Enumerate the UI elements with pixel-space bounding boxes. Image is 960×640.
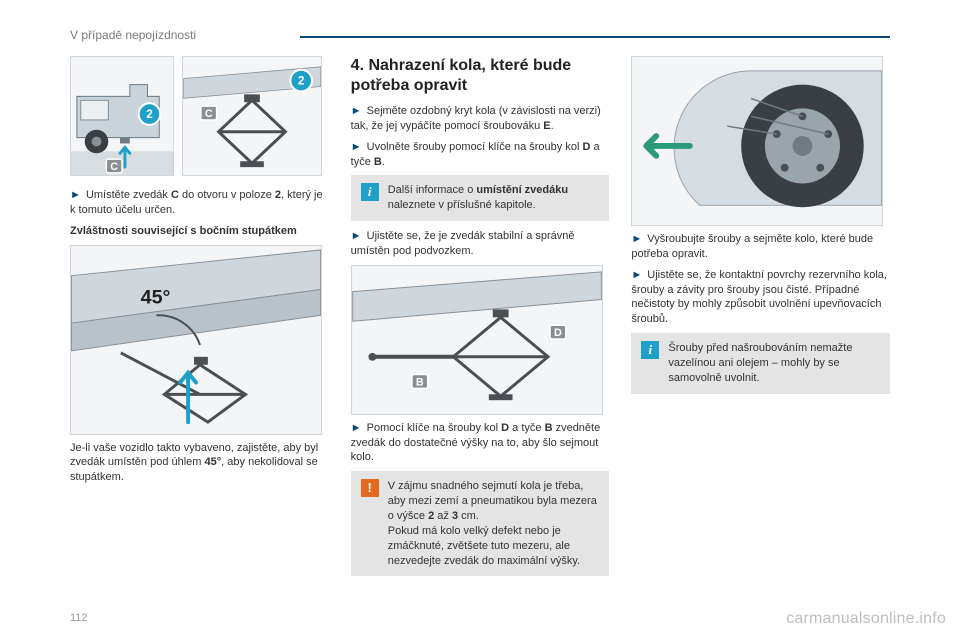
illus-scissor-jack: 2 C [182,56,322,176]
label-c-1: C [110,161,118,173]
section-4-title: 4. Nahrazení kola, které bude potřeba op… [351,56,610,96]
col1-p1-mid: do otvoru v poloze [179,189,275,201]
col3-p1: ► Vyšroubujte šrouby a sejměte kolo, kte… [631,232,890,262]
col2-p2: ► Uvolněte šrouby pomocí klíče na šrouby… [351,140,610,170]
col2-p4: ► Pomocí klíče na šrouby kol D a tyče B … [351,421,610,466]
label-d: D [554,327,562,339]
col2-p3: ► Ujistěte se, že je zvedák stabilní a s… [351,229,610,259]
note1-post: naleznete v příslušné kapitole. [388,199,536,211]
bullet-arrow-icon: ► [631,233,644,245]
col1-p1: ► Umístěte zvedák C do otvoru v poloze 2… [70,188,329,218]
col3-p2: ► Ujistěte se, že kontaktní povrchy reze… [631,268,890,327]
angle-45-text: 45° [141,286,171,308]
col1-p3-angle: 45° [205,456,222,468]
bullet-arrow-icon: ► [70,189,83,201]
col1-p2: Zvláštnosti související s bočním stupátk… [70,224,329,239]
bullet-arrow-icon: ► [351,141,364,153]
bullet-arrow-icon: ► [351,105,364,117]
illus-row-top: 2 C [70,56,329,182]
note1-bold: umístění zvedáku [476,184,568,196]
col3-p2-text: Ujistěte se, že kontaktní povrchy rezerv… [631,269,887,326]
col2-p4-pre: Pomocí klíče na šrouby kol [367,422,502,434]
warn-note-clearance: ! V zájmu snadného sejmutí kola je třeba… [351,471,610,576]
col2-p4-mid: a tyče [509,422,544,434]
illus-jack-wrench: D B [351,265,603,415]
bullet-arrow-icon: ► [351,230,364,242]
warn-post1: cm. [458,510,479,522]
col2-p1-e: E [543,120,550,132]
info-note-jack-placement: i Další informace o umístění zvedáku nal… [351,175,610,221]
warn-pre: V zájmu snadného sejmutí kola je třeba, … [388,480,597,522]
info-icon: i [641,341,659,359]
header-rule [300,36,890,38]
col2-p1: ► Sejměte ozdobný kryt kola (v závislost… [351,104,610,134]
warn-p2: Pokud má kolo velký defekt nebo je zmáčk… [388,525,580,567]
page: V případě nepojízdnosti [0,0,960,640]
col1-p3: Je-li vaše vozidlo takto vybaveno, zajis… [70,441,329,486]
col2-p4-d: D [501,422,509,434]
column-1: 2 C [70,56,329,584]
label-b: B [416,376,424,388]
col2-p1-post: . [551,120,554,132]
column-3: ► Vyšroubujte šrouby a sejměte kolo, kte… [631,56,890,584]
label-c-2: C [205,108,213,120]
illus-wheel-remove [631,56,883,226]
column-2: 4. Nahrazení kola, které bude potřeba op… [351,56,610,584]
bullet-arrow-icon: ► [631,269,644,281]
bullet-arrow-icon: ► [351,422,364,434]
warn-icon: ! [361,479,379,497]
col1-p1-c: C [171,189,179,201]
badge-2: 2 [146,108,153,121]
content-columns: 2 C [70,56,890,584]
info-note-no-grease: i Šrouby před našroubováním nemažte vaze… [631,333,890,394]
col2-p3-text: Ujistěte se, že je zvedák stabilní a spr… [351,230,575,257]
col1-p1-pre: Umístěte zvedák [86,189,171,201]
note1-pre: Další informace o [388,184,477,196]
col2-p2-post: . [382,156,385,168]
col2-p2-b: B [374,156,382,168]
illus-van-jackpoint: 2 C [70,56,174,176]
col3-p1-text: Vyšroubujte šrouby a sejměte kolo, které… [631,233,873,260]
info-note-body: Další informace o umístění zvedáku nalez… [388,183,599,213]
note2-body: Šrouby před našroubováním nemažte vazelí… [668,341,879,386]
info-icon: i [361,183,379,201]
illus-45deg: 45° [70,245,322,435]
badge-2b: 2 [298,74,305,88]
col2-p1-pre: Sejměte ozdobný kryt kola (v závislosti … [351,105,601,132]
col2-p2-pre: Uvolněte šrouby pomocí klíče na šrouby k… [367,141,583,153]
warn-mid: až [434,510,452,522]
header-section-label: V případě nepojízdnosti [70,28,890,42]
page-number: 112 [70,612,88,624]
warn-note-body: V zájmu snadného sejmutí kola je třeba, … [388,479,599,568]
col2-p4-b: B [545,422,553,434]
watermark: carmanualsonline.info [786,610,946,628]
